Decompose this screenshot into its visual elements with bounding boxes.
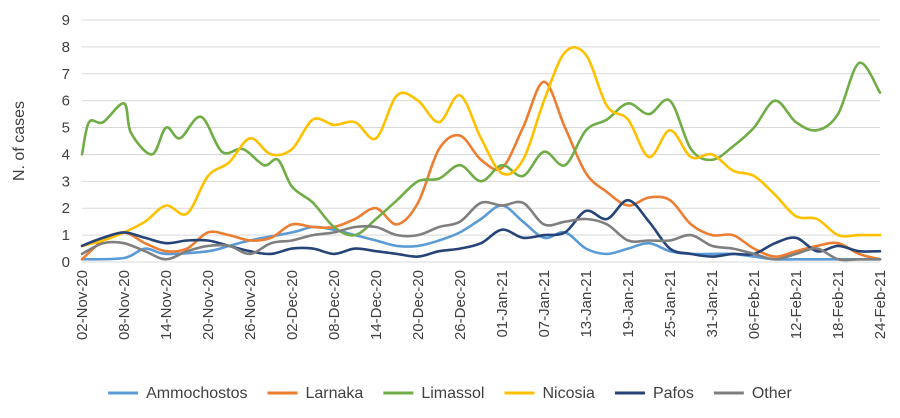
x-tick-label: 19-Jan-21 (620, 270, 637, 338)
x-tick-label: 14-Nov-20 (158, 270, 175, 340)
y-tick-label: 3 (62, 173, 70, 190)
legend-item-limassol: Limassol (383, 385, 484, 402)
x-tick-label: 02-Nov-20 (74, 270, 91, 340)
x-tick-label: 25-Jan-21 (662, 270, 679, 338)
x-tick-label: 26-Nov-20 (242, 270, 259, 340)
series-line-nicosia (80, 46, 882, 248)
legend-label: Larnaka (306, 385, 364, 402)
legend-item-nicosia: Nicosia (504, 385, 595, 402)
x-tick-label: 12-Feb-21 (788, 270, 805, 339)
legend-label: Pafos (653, 385, 694, 402)
x-tick-label: 14-Dec-20 (368, 270, 385, 340)
x-tick-label: 31-Jan-21 (704, 270, 721, 338)
legend-label: Limassol (421, 385, 484, 402)
x-tick-label: 01-Jan-21 (494, 270, 511, 338)
y-tick-label: 8 (62, 39, 70, 56)
legend-item-pafos: Pafos (614, 385, 694, 402)
legend-item-ammochostos: Ammochostos (108, 385, 248, 402)
gridlines (82, 19, 880, 263)
legend-label: Nicosia (542, 385, 595, 402)
y-tick-label: 5 (62, 120, 70, 137)
legend-item-other: Other (713, 385, 793, 402)
series-line-other (80, 200, 882, 262)
legend: Ammochostos Larnaka Limassol Nicosia Pafos Ot… (108, 385, 793, 402)
x-tick-label: 08-Dec-20 (326, 270, 343, 340)
x-tick-label: 07-Jan-21 (536, 270, 553, 338)
x-tick-label: 20-Dec-20 (410, 270, 427, 340)
y-tick-label: 2 (62, 200, 70, 217)
x-tick-label: 02-Dec-20 (284, 270, 301, 340)
y-tick-label: 4 (62, 146, 70, 163)
series-lines (80, 46, 882, 262)
legend-item-larnaka: Larnaka (267, 385, 364, 402)
y-tick-label: 6 (62, 93, 70, 110)
series-line-larnaka (80, 80, 882, 261)
x-tick-label: 06-Feb-21 (746, 270, 763, 339)
x-tick-label: 18-Feb-21 (830, 270, 847, 339)
legend-label: Ammochostos (146, 385, 247, 402)
legend-label: Other (752, 385, 793, 402)
y-tick-label: 0 (62, 254, 70, 271)
x-axis-ticks: 02-Nov-20 08-Nov-20 14-Nov-20 20-Nov-20 26-N… (74, 270, 889, 340)
y-tick-label: 1 (62, 227, 70, 244)
x-tick-label: 24-Feb-21 (872, 270, 889, 339)
x-tick-label: 08-Nov-20 (116, 270, 133, 340)
y-tick-label: 7 (62, 66, 70, 83)
x-tick-label: 20-Nov-20 (200, 270, 217, 340)
y-tick-label: 9 (62, 12, 70, 29)
series-line-pafos (80, 198, 882, 258)
y-axis-title: N. of cases (11, 101, 28, 181)
y-axis-ticks: 0 1 2 3 4 5 6 7 8 9 (62, 12, 70, 271)
x-tick-label: 26-Dec-20 (452, 270, 469, 340)
series-line-limassol (80, 61, 882, 237)
x-tick-label: 13-Jan-21 (578, 270, 595, 338)
